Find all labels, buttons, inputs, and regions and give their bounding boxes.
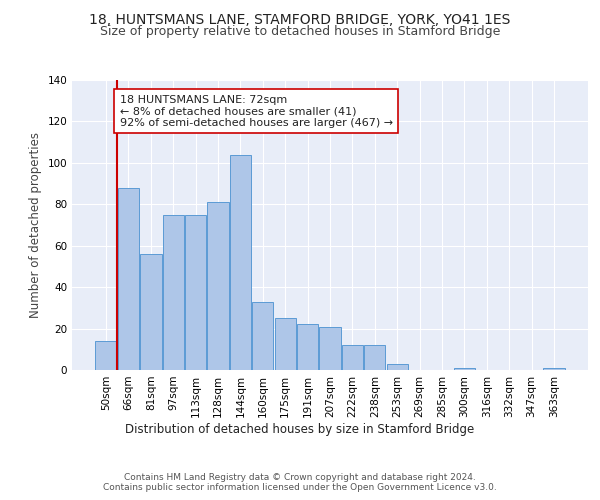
Y-axis label: Number of detached properties: Number of detached properties bbox=[29, 132, 42, 318]
Bar bbox=[364, 345, 385, 370]
Bar bbox=[386, 364, 408, 370]
Bar bbox=[163, 214, 184, 370]
Bar bbox=[95, 341, 117, 370]
Text: 18 HUNTSMANS LANE: 72sqm
← 8% of detached houses are smaller (41)
92% of semi-de: 18 HUNTSMANS LANE: 72sqm ← 8% of detache… bbox=[119, 94, 392, 128]
Bar bbox=[252, 302, 274, 370]
Bar bbox=[275, 318, 296, 370]
Bar bbox=[140, 254, 161, 370]
Text: Size of property relative to detached houses in Stamford Bridge: Size of property relative to detached ho… bbox=[100, 25, 500, 38]
Bar bbox=[185, 214, 206, 370]
Bar bbox=[208, 202, 229, 370]
Bar bbox=[342, 345, 363, 370]
Bar bbox=[319, 326, 341, 370]
Text: 18, HUNTSMANS LANE, STAMFORD BRIDGE, YORK, YO41 1ES: 18, HUNTSMANS LANE, STAMFORD BRIDGE, YOR… bbox=[89, 12, 511, 26]
Bar bbox=[230, 154, 251, 370]
Bar bbox=[454, 368, 475, 370]
Text: Distribution of detached houses by size in Stamford Bridge: Distribution of detached houses by size … bbox=[125, 422, 475, 436]
Bar bbox=[118, 188, 139, 370]
Bar bbox=[297, 324, 318, 370]
Bar bbox=[543, 368, 565, 370]
Text: Contains HM Land Registry data © Crown copyright and database right 2024.
Contai: Contains HM Land Registry data © Crown c… bbox=[103, 472, 497, 492]
